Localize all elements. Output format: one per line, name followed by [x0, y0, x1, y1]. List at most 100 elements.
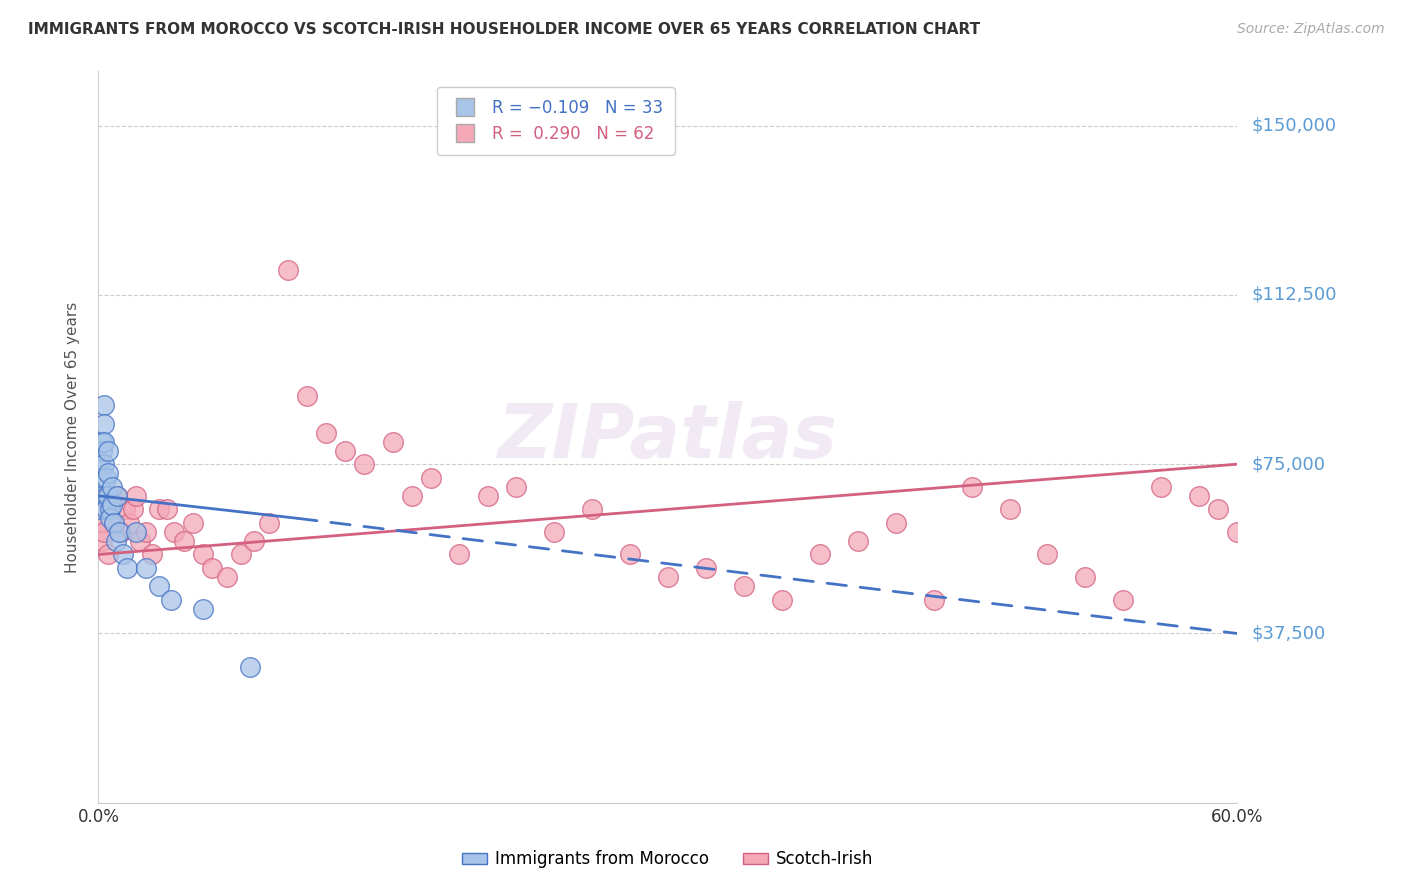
- Point: [1208, 502, 1230, 516]
- Point: [259, 516, 281, 530]
- Point: [163, 524, 186, 539]
- Point: [229, 548, 252, 562]
- Point: [89, 502, 111, 516]
- Point: [93, 434, 115, 449]
- Point: [505, 480, 527, 494]
- Point: [93, 457, 115, 471]
- Point: [94, 502, 117, 516]
- Point: [1264, 516, 1286, 530]
- Point: [103, 516, 125, 530]
- Point: [657, 570, 679, 584]
- Point: [107, 489, 129, 503]
- Point: [239, 660, 262, 674]
- Point: [1246, 489, 1268, 503]
- Point: [97, 466, 120, 480]
- Point: [1036, 548, 1059, 562]
- Point: [108, 524, 131, 539]
- Point: [135, 561, 157, 575]
- Point: [449, 548, 471, 562]
- Point: [477, 489, 499, 503]
- Point: [401, 489, 423, 503]
- Point: [884, 516, 907, 530]
- Point: [91, 443, 114, 458]
- Point: [91, 489, 114, 503]
- Point: [1226, 524, 1249, 539]
- Point: [115, 561, 138, 575]
- Point: [846, 533, 869, 548]
- Point: [353, 457, 375, 471]
- Point: [97, 489, 120, 503]
- Point: [98, 511, 121, 525]
- Point: [159, 592, 181, 607]
- Point: [543, 524, 565, 539]
- Point: [243, 533, 266, 548]
- Point: [581, 502, 603, 516]
- Point: [93, 524, 115, 539]
- Text: ZIPatlas: ZIPatlas: [498, 401, 838, 474]
- Text: $75,000: $75,000: [1251, 455, 1326, 473]
- Point: [1302, 502, 1324, 516]
- Point: [98, 502, 121, 516]
- Point: [619, 548, 641, 562]
- Point: [94, 471, 117, 485]
- Point: [148, 502, 170, 516]
- Point: [97, 548, 120, 562]
- Point: [107, 489, 129, 503]
- Point: [148, 579, 170, 593]
- Point: [733, 579, 755, 593]
- Point: [100, 480, 122, 494]
- Point: [118, 516, 141, 530]
- Point: [191, 548, 214, 562]
- Point: [770, 592, 793, 607]
- Point: [419, 471, 441, 485]
- Text: Source: ZipAtlas.com: Source: ZipAtlas.com: [1237, 22, 1385, 37]
- Point: [922, 592, 945, 607]
- Point: [695, 561, 717, 575]
- Point: [315, 425, 337, 440]
- Point: [98, 502, 121, 516]
- Point: [201, 561, 224, 575]
- Point: [93, 399, 115, 413]
- Point: [89, 516, 111, 530]
- Point: [217, 570, 239, 584]
- Point: [91, 471, 114, 485]
- Point: [112, 548, 135, 562]
- Text: $150,000: $150,000: [1251, 117, 1336, 135]
- Point: [808, 548, 831, 562]
- Point: [1112, 592, 1135, 607]
- Point: [100, 498, 122, 512]
- Point: [297, 389, 319, 403]
- Point: [183, 516, 205, 530]
- Point: [103, 516, 125, 530]
- Point: [173, 533, 195, 548]
- Point: [1074, 570, 1097, 584]
- Point: [335, 443, 357, 458]
- Point: [277, 263, 299, 277]
- Point: [93, 417, 115, 431]
- Legend: Immigrants from Morocco, Scotch-Irish: Immigrants from Morocco, Scotch-Irish: [456, 844, 880, 875]
- Point: [125, 489, 148, 503]
- Text: $112,500: $112,500: [1251, 285, 1337, 304]
- Point: [104, 533, 127, 548]
- Point: [381, 434, 404, 449]
- Point: [135, 524, 157, 539]
- Point: [114, 502, 136, 516]
- Point: [91, 533, 114, 548]
- Point: [89, 480, 111, 494]
- Point: [91, 434, 114, 449]
- Point: [998, 502, 1021, 516]
- Point: [89, 457, 111, 471]
- Point: [1284, 480, 1306, 494]
- Point: [125, 524, 148, 539]
- Point: [129, 533, 152, 548]
- Point: [94, 489, 117, 503]
- Point: [960, 480, 983, 494]
- Point: [1322, 524, 1344, 539]
- Point: [156, 502, 179, 516]
- Point: [141, 548, 163, 562]
- Point: [121, 502, 143, 516]
- Point: [1188, 489, 1211, 503]
- Point: [1150, 480, 1173, 494]
- Point: [97, 443, 120, 458]
- Point: [110, 524, 132, 539]
